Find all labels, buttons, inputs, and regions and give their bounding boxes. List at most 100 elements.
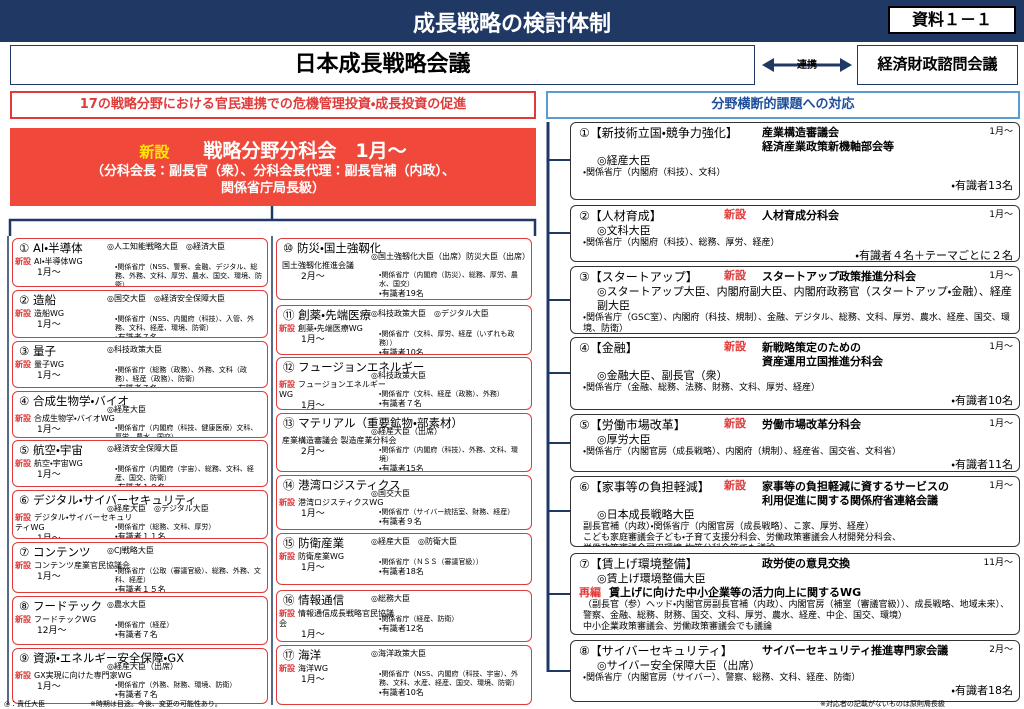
issue-head: ③【スタートアップ】 新設 スタートアップ政策推進分科会 1月～	[579, 270, 1013, 285]
subcommittee-heading: 新設 戦略分野分科会 1月～	[10, 136, 536, 163]
field-timing: 1月～	[301, 401, 325, 410]
field-wg-row: 新設 合成生物学・バイオWG	[15, 414, 135, 424]
field-experts: ・有識者７名	[115, 333, 158, 338]
field-timing: 1月～	[301, 675, 325, 685]
issue-related: ・関係省庁（内閣官房（成長戦略）、内閣府（規制）、経産省、国交省、文科省）	[583, 447, 902, 457]
field-box: ⑭ 港湾ロジスティクス ◎国交大臣 新設 港湾ロジスティクスWG 1月～ ・関係省庁（サイ…	[276, 475, 532, 530]
issue-head: ②【人材育成】 新設 人材育成分科会 1月～	[579, 209, 1013, 224]
issue-related: こども家庭審議会子ども・子育て支援分科会、労働政策審議会人材開発分科会、	[583, 533, 902, 543]
field-ministers: ◎海洋政策大臣	[371, 649, 426, 658]
issue-title: ①【新技術立国・競争力強化】	[579, 126, 738, 140]
field-experts: ・有識者７名	[115, 384, 263, 387]
field-wg-row: 新設 航空・宇宙WG	[15, 459, 135, 469]
field-box: ② 造船 ◎国交大臣 ◎経済安全保障大臣 新設 造船WG 1月～ ・関係省庁（NSS、内閣…	[12, 290, 268, 338]
field-wg: 航空・宇宙WG	[34, 459, 83, 468]
field-ministers: ◎経産大臣 ◎デジタル大臣	[107, 504, 209, 513]
new-tag: 新設	[15, 513, 31, 522]
field-related: ・関係省庁（ＮＳＳ（審議官級））	[379, 558, 483, 566]
field-title: ⑪ 創薬・先端医療	[283, 308, 372, 322]
page-title: 成長戦略の検討体制	[412, 12, 611, 37]
field-wg: デジタル・サイバーセキュリティWG	[15, 513, 133, 532]
field-timing: 1月～	[37, 682, 61, 692]
field-experts: ・有識者19名	[379, 289, 424, 298]
new-tag: 新設	[279, 324, 295, 333]
new-tag: 新設	[724, 340, 746, 353]
issue-experts: ・有識者10名	[951, 394, 1013, 407]
issue-related: ・関係省庁（内閣府（科技）、総務、厚労、経産）	[583, 238, 780, 248]
field-box: ③ 量子 ◎科技政策大臣 新設 量子WG 1月～ ・関係省庁（総務（政務）、外務、文科（政…	[12, 341, 268, 388]
new-slot: 新設	[724, 418, 762, 430]
field-wg: フュージョンエネルギーWG	[279, 380, 386, 399]
field-timing: 1月～	[301, 509, 325, 519]
field-wg: GX実現に向けた専門家WG	[34, 671, 132, 680]
new-tag: 新設	[15, 360, 31, 369]
field-wg: AI・半導体WG	[34, 257, 83, 266]
field-timing: 1月～	[37, 320, 61, 330]
field-left: 新設 コンテンツ産業官民協議会 1月～	[15, 561, 135, 582]
field-wg: 国土強靱化推進会議	[282, 261, 354, 270]
field-title: ⑤ 航空・宇宙	[19, 443, 83, 457]
field-timing: 1月～	[37, 534, 61, 539]
field-title: ③ 量子	[19, 344, 56, 358]
issue-name: 人材育成分科会	[762, 209, 839, 222]
field-title: ⑭ 港湾ロジスティクス	[283, 478, 401, 492]
field-timing: 1月～	[301, 563, 325, 573]
field-timing: 1月～	[37, 268, 61, 278]
issue-title: ⑧【サイバーセキュリティ】	[579, 644, 733, 658]
field-timing: 1月～	[301, 335, 325, 345]
field-timing: 2月～	[301, 447, 325, 457]
issue-title: ⑥【家事等の負担軽減】	[579, 480, 710, 494]
issue-timing: 11月～	[983, 558, 1013, 568]
issue-names: 人材育成分科会	[762, 209, 973, 223]
footnote: ※対応者の記載がないものは原則局長級	[820, 700, 945, 708]
new-slot: 新設	[724, 480, 762, 492]
field-left: 新設 デジタル・サイバーセキュリティWG 1月～	[15, 513, 135, 539]
field-related: ・関係省庁（内閣府（科技、健康医療）文科、厚労、農水、国交）	[115, 424, 258, 438]
field-timing: 2月～	[301, 272, 325, 282]
issue-timing: 1月～	[989, 342, 1013, 352]
new-tag: 新設	[724, 417, 746, 430]
field-title: ⑯ 情報通信	[283, 593, 345, 607]
new-tag: 新設	[139, 143, 170, 161]
field-box: ⑬ マテリアル（重要鉱物・部素材） ◎経産大臣（出席） 産業構造審議会 製造産業分科…	[276, 413, 532, 472]
field-wg: 量子WG	[34, 360, 65, 369]
issue-head: ⑧【サイバーセキュリティ】 サイバーセキュリティ推進専門家会議 2月～	[579, 644, 1013, 659]
issue-related: ・関係省庁（金融、総務、法務、財務、文科、厚労、経産）	[583, 383, 821, 393]
new-tag: 新設	[15, 257, 31, 266]
field-left: 新設 防衛産業WG 1月～	[279, 552, 399, 573]
field-title: ⑨ 資源・エネルギー安全保障・GX	[19, 651, 185, 665]
field-wg-row: 新設 フュージョンエネルギーWG	[279, 380, 399, 400]
field-box: ⑦ コンテンツ ◎CJ戦略大臣 新設 コンテンツ産業官民協議会 1月～ ・関係省庁（公取（…	[12, 542, 268, 593]
field-ministers: ◎経産大臣 ◎防衛大臣	[371, 537, 457, 546]
issue-related: 中小企業政策審議会、労働政策審議会でも議論	[583, 622, 773, 632]
issue-names: 労働市場改革分科会	[762, 418, 973, 432]
issue-head: ①【新技術立国・競争力強化】 産業構造審議会 経済産業政策新機軸部会等 1月～	[579, 126, 1013, 154]
issue-box: ①【新技術立国・競争力強化】 産業構造審議会 経済産業政策新機軸部会等 1月～ ◎経産大…	[570, 122, 1020, 200]
field-left: 新設 フードテックWG 12月～	[15, 615, 135, 636]
issue-names: スタートアップ政策推進分科会	[762, 270, 973, 284]
new-tag: 新設	[724, 479, 746, 492]
new-tag: 新設	[15, 671, 31, 680]
field-right: ・関係省庁（公取（審議官級）、総務、外務、文科、経産） ・有識者１５名	[115, 567, 263, 592]
field-ministers: ◎人工知能戦略大臣 ◎経済大臣	[107, 242, 225, 251]
field-right: ・関係省庁（経産） ・有識者７名	[115, 621, 263, 640]
field-related: ・関係省庁（外務、財務、環境、防衛）	[115, 681, 237, 689]
field-left: 新設 GX実現に向けた専門家WG 1月～	[15, 671, 135, 692]
issue-name: 資産運用立国推進分科会	[762, 355, 883, 368]
new-tag: 新設	[279, 552, 295, 561]
field-right: ・関係省庁（総務（政務）、外務、文科（政務）、経産（政務）、防衛）・有識者７名	[115, 366, 263, 387]
field-right: ・関係省庁（文科、厚労、経産（いずれも政務）） ・有識者10名	[379, 330, 527, 354]
doc-label: 資料１－１	[888, 6, 1016, 34]
field-related: ・関係省庁（総務（政務）、外務、文科（政務）、経産（政務）、防衛）	[115, 366, 247, 383]
field-left: 新設 造船WG 1月～	[15, 309, 135, 330]
field-right: ・関係省庁（サイバー統括室、財務、経産） ・有識者９名	[379, 508, 527, 527]
field-right: ・関係省庁（外務、財務、環境、防衛） ・有識者７名	[115, 681, 263, 700]
field-wg: 防衛産業WG	[298, 552, 345, 561]
field-experts: ・有識者９名	[379, 517, 422, 526]
field-left: 新設 AI・半導体WG 1月～	[15, 257, 135, 278]
new-tag: 新設	[279, 380, 295, 389]
field-right: ・関係省庁（ＮＳＳ（審議官級）） ・有識者18名	[379, 558, 527, 577]
other-council: 経済財政諮問会議	[857, 45, 1018, 85]
issue-box: ③【スタートアップ】 新設 スタートアップ政策推進分科会 1月～ ◎スタートアップ大臣、…	[570, 266, 1020, 334]
